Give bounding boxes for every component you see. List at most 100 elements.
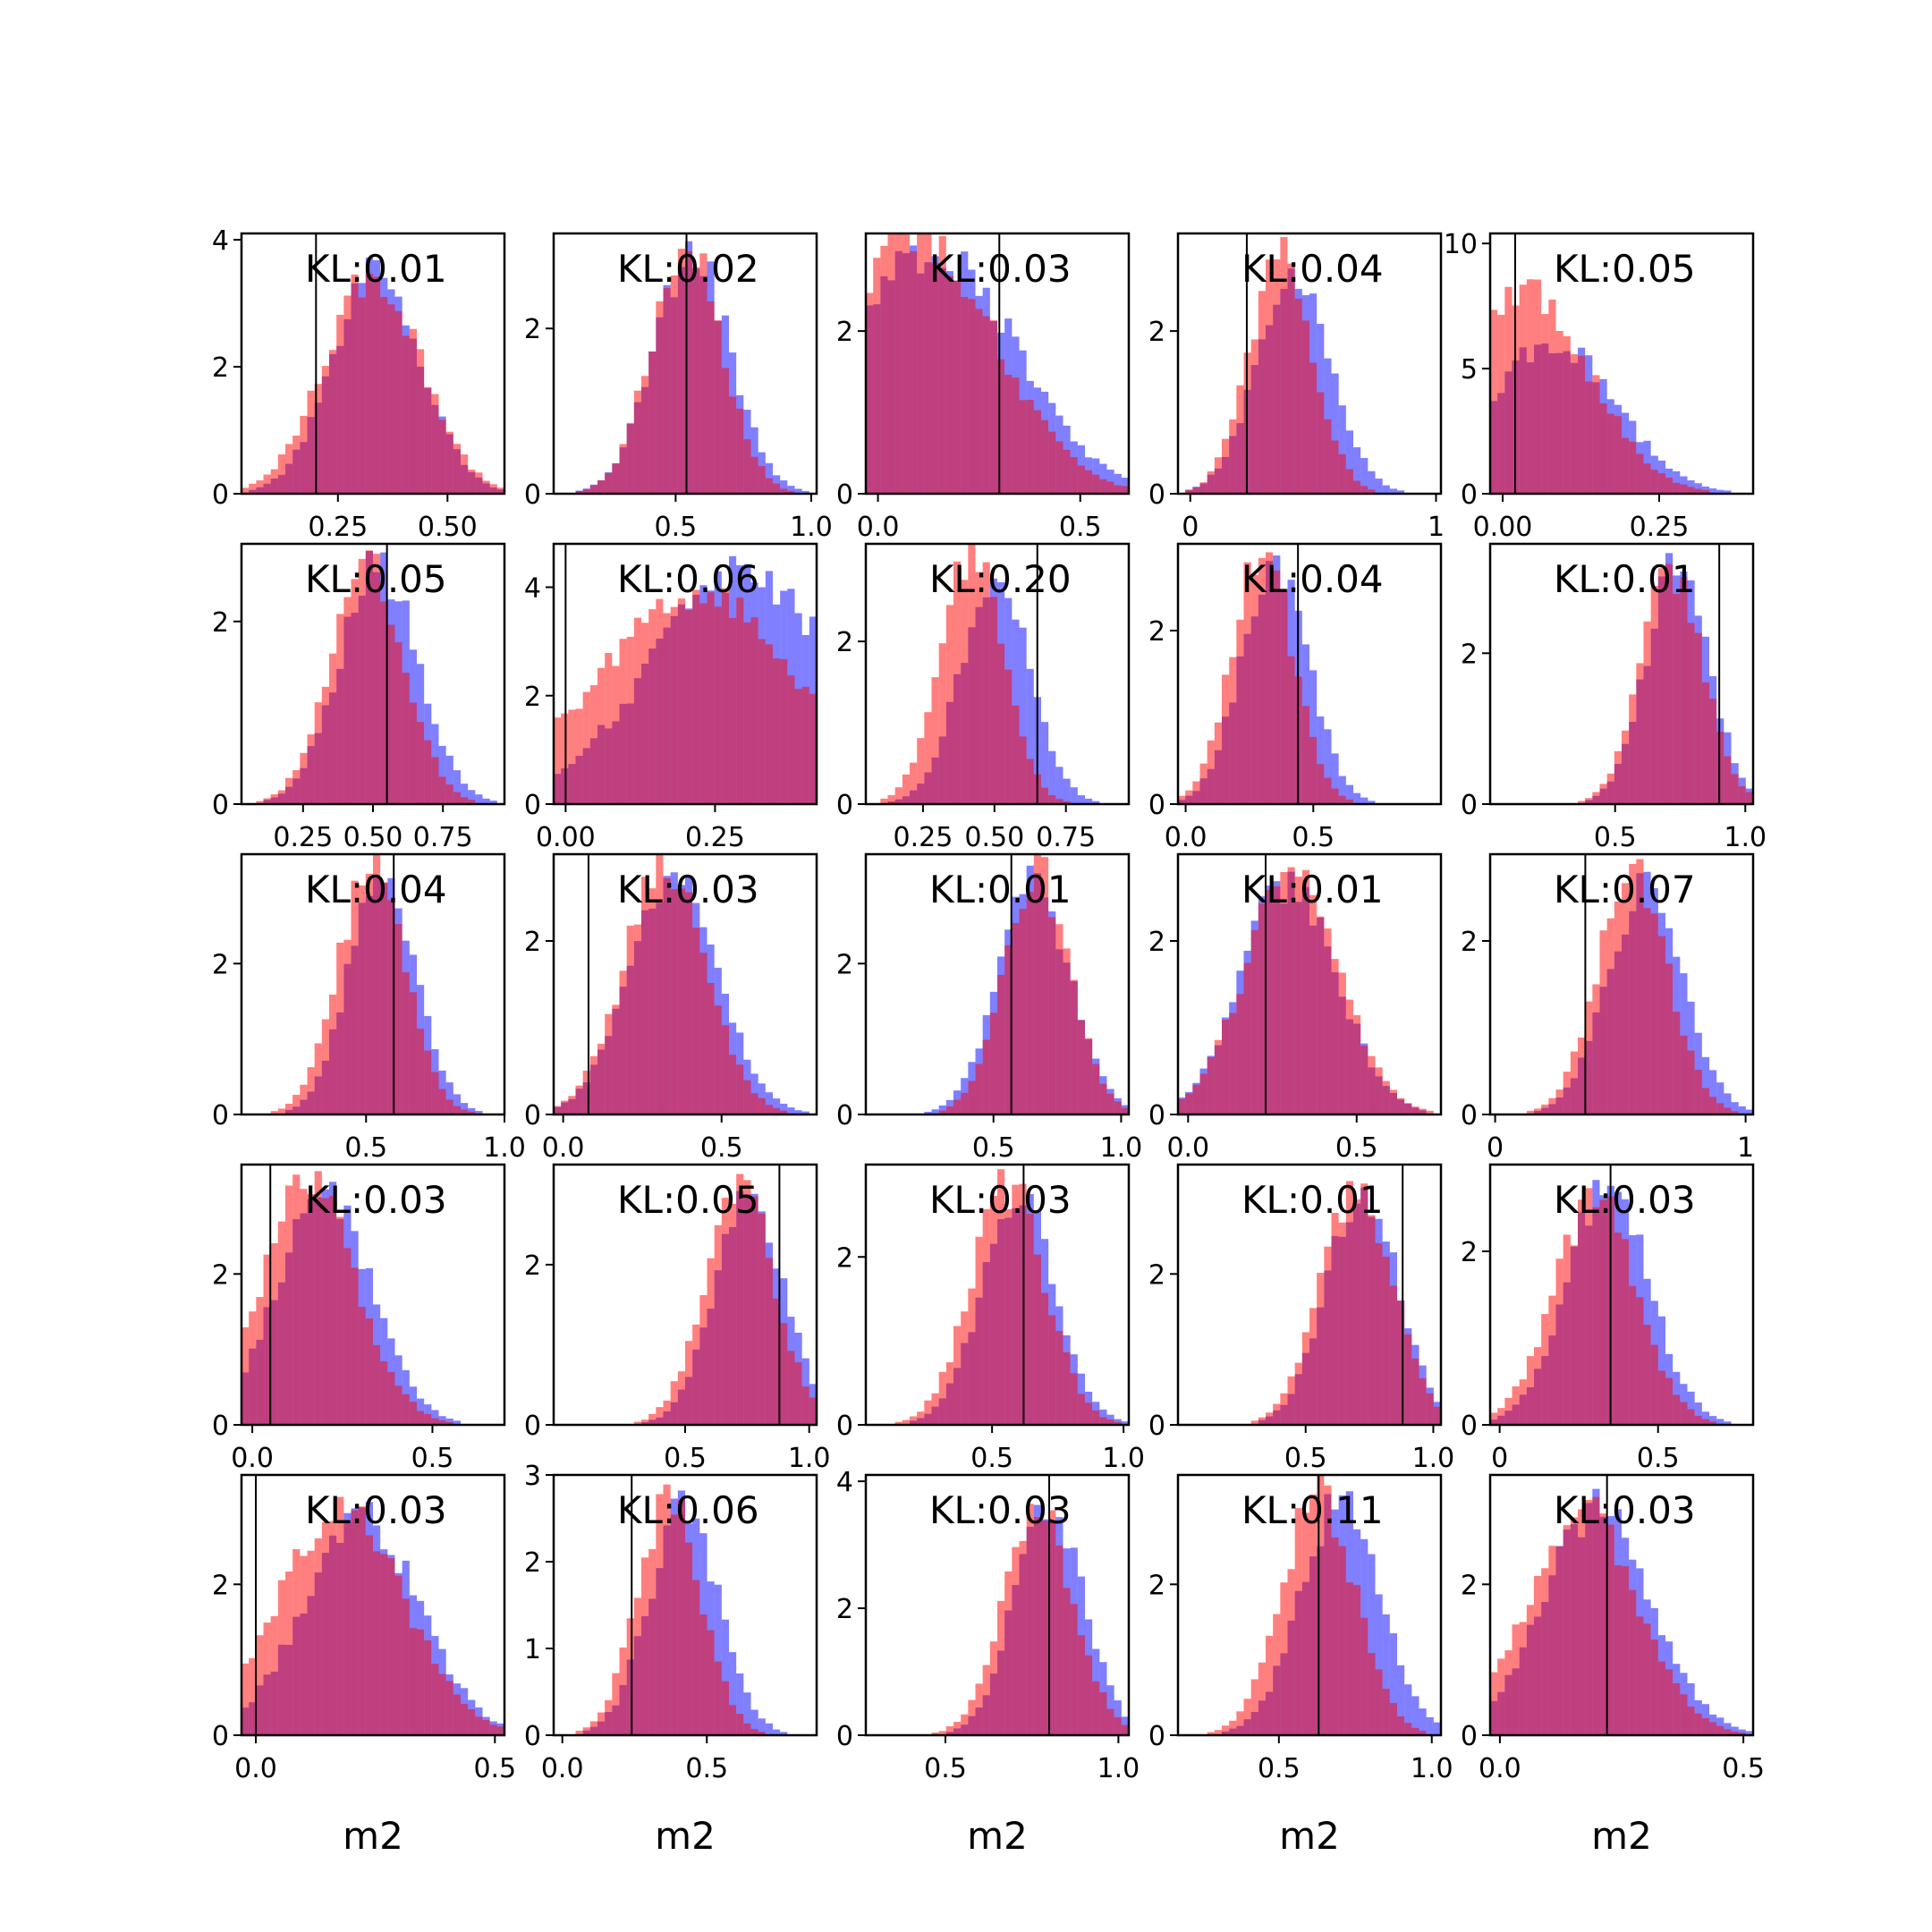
red-bar [1701,1088,1709,1114]
y-tick-label: 2 [212,1259,229,1291]
blue-bar [1331,753,1339,804]
red-bar [953,561,962,804]
red-bar [1687,1706,1695,1735]
y-tick-label: 0 [1461,790,1478,821]
red-bar [1694,488,1702,494]
red-bar [1614,416,1622,494]
red-bar [989,597,997,804]
red-bar [445,1099,453,1114]
red-bar [1724,1107,1732,1114]
red-histogram [1178,867,1434,1114]
red-histogram [575,249,795,494]
red-bar [931,1393,939,1425]
red-bar [1614,1233,1622,1425]
red-bar [1345,1181,1353,1425]
x-tick-label: 0.5 [700,1132,743,1164]
y-tick-label: 2 [836,949,853,980]
subplot-5: 0 5 10 0.00 0.25 KL:0.05 [1444,229,1755,543]
y-tick-label: 0 [836,790,853,821]
red-bar [902,1419,910,1425]
red-bar [482,480,490,494]
kl-annotation: KL:0.01 [305,247,447,291]
red-bar [1673,482,1681,494]
x-tick-label: 0.50 [418,512,478,543]
red-bar [1504,1650,1513,1735]
red-bar [1055,799,1063,804]
y-tick-label: 5 [1461,354,1478,386]
red-bar [1317,392,1325,494]
red-bar [721,1198,729,1425]
red-bar [1673,1012,1681,1114]
red-bar [373,854,381,1114]
blue-bar [1738,1106,1746,1114]
red-bar [1657,473,1665,494]
blue-bar [461,1103,469,1114]
red-bar [1687,1050,1695,1114]
red-bar [1012,705,1020,804]
red-bar [1258,1662,1266,1735]
blue-bar [750,1709,758,1735]
blue-bar [1716,489,1724,494]
red-bar [1375,1669,1383,1735]
red-bar [1192,781,1200,804]
axes-frame [1176,232,1443,496]
blue-bar [438,745,446,804]
red-bar [329,350,337,494]
red-bar [409,702,417,804]
red-bar [453,1106,461,1114]
red-bar [336,942,344,1114]
red-histogram [242,1496,504,1735]
red-bar [1199,482,1208,494]
red-histogram [938,854,1129,1114]
red-histogram [1250,1181,1441,1425]
red-bar [373,276,381,494]
red-bar [424,386,432,494]
red-bar [1041,857,1049,1114]
subplot-8: 0 2 0.25 0.50 0.75 KL:0.20 [836,542,1131,853]
red-histogram [270,854,476,1114]
y-tick-label: 2 [212,352,229,384]
red-bar [1192,1084,1200,1114]
red-bar [1397,1097,1405,1114]
blue-bar [1745,1731,1753,1735]
red-bar [1243,962,1251,1114]
red-bar [1701,682,1709,804]
red-bar [1250,1679,1258,1735]
red-bar [641,376,649,494]
red-bar [729,1705,737,1735]
red-bar [721,588,729,804]
red-bar [277,790,285,804]
y-tick-label: 2 [836,627,853,658]
blue-bar [1731,1102,1739,1114]
axes-frame [864,1163,1131,1427]
red-bar [1368,1055,1376,1114]
red-bar [1709,699,1717,804]
red-bar [1578,1199,1586,1425]
red-bar [670,606,678,804]
red-bar [1324,1246,1332,1425]
kl-annotation: KL:0.01 [929,868,1072,911]
red-bar [1555,1258,1563,1425]
red-bar [1309,362,1318,494]
red-bar [1643,463,1651,494]
red-bar [1178,1098,1186,1114]
red-bar [953,1099,962,1114]
red-bar [1599,402,1607,494]
red-bar [489,1724,497,1735]
red-bar [794,689,802,804]
red-bar [619,1647,627,1735]
red-bar [1041,787,1049,804]
red-bar [1250,1420,1258,1425]
red-bar [685,1341,693,1425]
red-bar [910,250,918,494]
red-bar [445,1421,453,1425]
x-tick-label: 0.5 [1722,1753,1765,1784]
red-bar [866,292,874,494]
red-bar [968,1699,976,1735]
red-bar [1548,1097,1556,1114]
red-bar [1599,930,1607,1114]
red-bar [292,436,301,494]
blue-bar [780,480,788,494]
red-bar [1622,883,1630,1114]
red-bar [1490,1412,1498,1425]
